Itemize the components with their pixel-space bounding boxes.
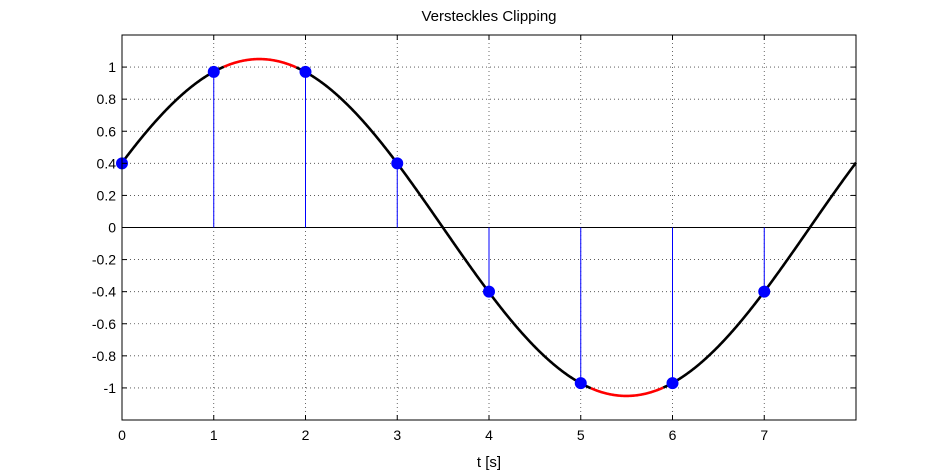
y-tick-label: -0.4: [92, 284, 116, 300]
curve-segment: [120, 65, 225, 164]
sample-marker: [483, 285, 495, 298]
y-tick-label: -0.2: [92, 252, 116, 268]
x-tick-label: 5: [577, 427, 585, 443]
y-tick-labels: 1 0.8 0.6 0.4 0.2 0 -0.2 -0.4 -0.6 -0.8 -1: [92, 59, 116, 396]
clipped-curve-segment: [590, 386, 664, 398]
x-tick-label: 0: [118, 427, 126, 443]
chart-title: Versteckles Clipping: [421, 8, 556, 25]
curve-segment: [662, 161, 858, 389]
y-tick-label: 0.4: [97, 155, 117, 171]
y-tick-label: -0.6: [92, 316, 116, 332]
x-axis-label: t [s]: [477, 454, 501, 471]
clipped-curve-segment: [223, 57, 297, 69]
sample-marker: [574, 377, 587, 390]
x-tick-labels: 0 1 2 3 4 5 6 7: [118, 427, 768, 443]
y-tick-label: -1: [104, 380, 117, 396]
sine-curve: [120, 57, 858, 398]
x-tick-label: 2: [302, 427, 310, 443]
x-tick-label: 4: [485, 427, 493, 443]
sample-marker: [758, 285, 771, 298]
y-tick-label: 0.8: [97, 91, 117, 107]
x-tick-label: 7: [760, 427, 768, 443]
curve-segment: [295, 66, 592, 390]
x-tick-label: 3: [393, 427, 401, 443]
axis-ticks: [121, 35, 856, 420]
x-tick-label: 1: [210, 427, 218, 443]
sample-marker: [666, 377, 679, 390]
y-tick-label: 0: [108, 220, 116, 236]
sample-markers: [116, 65, 771, 390]
y-tick-label: -0.8: [92, 348, 116, 364]
y-tick-label: 0.6: [97, 123, 117, 139]
sample-marker: [391, 157, 404, 170]
y-tick-label: 1: [108, 59, 116, 75]
x-tick-label: 6: [669, 427, 677, 443]
y-tick-label: 0.2: [97, 187, 117, 203]
sample-marker: [207, 65, 220, 78]
sample-marker: [299, 65, 312, 78]
